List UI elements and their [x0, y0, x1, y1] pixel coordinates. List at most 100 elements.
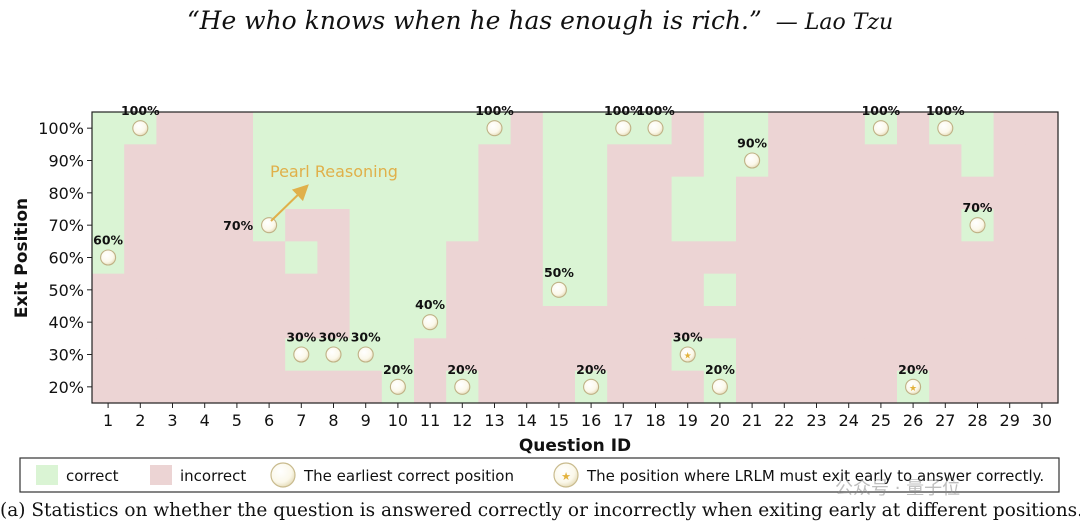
heatmap-cell-q7-20-incorrect: [285, 370, 318, 404]
pearl-marker-q12: [454, 378, 471, 395]
heatmap-cell-q16-50-correct: [575, 273, 608, 307]
heatmap-cell-q19-100-incorrect: [671, 112, 705, 145]
x-tick-label: 20: [710, 411, 730, 430]
heatmap-cell-q26-80-incorrect: [897, 176, 930, 210]
heatmap-cell-q7-50-incorrect: [285, 273, 318, 307]
heatmap-cell-q24-60-incorrect: [832, 241, 866, 275]
x-tick-label: 28: [967, 411, 987, 430]
star-icon-q26: ★: [909, 383, 917, 393]
heatmap-cell-q24-50-incorrect: [832, 273, 866, 307]
x-tick-label: 7: [296, 411, 306, 430]
heatmap-cell-q10-50-correct: [381, 273, 415, 307]
heatmap-cell-q18-30-incorrect: [639, 338, 673, 372]
heatmap-cell-q19-50-incorrect: [671, 273, 705, 307]
heatmap-cell-q30-70-incorrect: [1025, 209, 1059, 242]
x-tick-label: 10: [388, 411, 408, 430]
y-tick-label: 50%: [48, 281, 84, 300]
pearl-label-q25: 100%: [862, 103, 901, 118]
heatmap-cell-q20-30-correct: [703, 338, 737, 372]
heatmap-cell-q17-80-incorrect: [607, 176, 640, 210]
pearl-label-q15: 50%: [544, 265, 574, 280]
heatmap-cell-q30-80-incorrect: [1025, 176, 1059, 210]
legend-swatch-correct: [36, 465, 58, 485]
quote-author: — Lao Tzu: [775, 10, 894, 35]
pearl-marker-q13: [486, 120, 503, 137]
heatmap-cell-q25-40-incorrect: [864, 306, 898, 339]
heatmap-cell-q13-60-incorrect: [478, 241, 512, 275]
pearl-label-q6: 70%: [223, 218, 253, 233]
heatmap-cell-q19-40-incorrect: [671, 306, 705, 339]
legend-label-incorrect: incorrect: [180, 467, 246, 485]
x-tick-label: 27: [935, 411, 955, 430]
heatmap-cell-q1-30-incorrect: [92, 338, 125, 372]
heatmap-cell-q26-30-incorrect: [897, 338, 930, 372]
heatmap-cell-q3-40-incorrect: [156, 306, 190, 339]
heatmap-cell-q24-20-incorrect: [832, 370, 866, 404]
heatmap-cell-q6-50-incorrect: [253, 273, 286, 307]
earliest-correct-markers: 60%100%70%30% 30% 30%20%40%20%100%50%20%10…: [93, 103, 993, 395]
y-tick-label: 70%: [48, 216, 84, 235]
heatmap-cell-q9-100-correct: [349, 112, 383, 145]
heatmap-cell-q12-40-incorrect: [446, 306, 479, 339]
heatmap-cell-q6-90-correct: [253, 144, 286, 178]
pearl-annotation: Pearl Reasoning: [270, 162, 398, 222]
pearl-label-q19: 30%: [673, 330, 703, 345]
heatmap-cell-q26-100-incorrect: [897, 112, 930, 145]
heatmap-cell-q14-50-incorrect: [510, 273, 544, 307]
heatmap-cell-q4-40-incorrect: [188, 306, 222, 339]
x-tick-label: 3: [167, 411, 177, 430]
heatmap-cell-q4-90-incorrect: [188, 144, 222, 178]
heatmap-cell-q5-80-incorrect: [220, 176, 254, 210]
heatmap-cell-q19-70-correct: [671, 209, 705, 242]
pearl-label-q11: 40%: [415, 297, 445, 312]
heatmap-cell-q8-50-incorrect: [317, 273, 351, 307]
heatmap-cell-q12-90-correct: [446, 144, 479, 178]
heatmap-cell-q4-20-incorrect: [188, 370, 222, 404]
heatmap-cell-q10-100-correct: [381, 112, 415, 145]
heatmap-cell-q22-40-incorrect: [768, 306, 801, 339]
heatmap-cell-q2-40-incorrect: [124, 306, 157, 339]
heatmap-cell-q12-30-incorrect: [446, 338, 479, 372]
heatmap-cell-q11-30-incorrect: [414, 338, 447, 372]
heatmap-cell-q1-80-correct: [92, 176, 125, 210]
heatmap-cell-q26-50-incorrect: [897, 273, 930, 307]
heatmap-cell-q5-40-incorrect: [220, 306, 254, 339]
pearl-marker-q6: [261, 217, 278, 234]
heatmap-cell-q21-20-incorrect: [736, 370, 769, 404]
heatmap-cell-q4-30-incorrect: [188, 338, 222, 372]
heatmap-cell-q9-40-correct: [349, 306, 383, 339]
pearl-marker-q25: [872, 120, 889, 137]
heatmap-cell-q7-100-correct: [285, 112, 318, 145]
heatmap-cell-q17-70-incorrect: [607, 209, 640, 242]
legend-label-earliest: The earliest correct position: [303, 467, 514, 485]
axis-ticks: 100%90%80%70%60%50%40%30%20%1 2 3 4 5 6 7 8 9 10 1…: [38, 119, 1052, 430]
pearl-label-q27: 100%: [926, 103, 965, 118]
heatmap-cell-q12-60-incorrect: [446, 241, 479, 275]
heatmap-cell-q14-40-incorrect: [510, 306, 544, 339]
heatmap-cell-q4-50-incorrect: [188, 273, 222, 307]
x-tick-label: 11: [420, 411, 440, 430]
y-tick-label: 100%: [38, 119, 84, 138]
heatmap-cell-q3-60-incorrect: [156, 241, 190, 275]
heatmap-cell-q15-70-correct: [542, 209, 576, 242]
heatmap-cell-q15-100-correct: [542, 112, 576, 145]
x-tick-label: 30: [1032, 411, 1052, 430]
heatmap-cell-q22-60-incorrect: [768, 241, 801, 275]
heatmap-cell-q23-80-incorrect: [800, 176, 834, 210]
heatmap-cell-q18-50-incorrect: [639, 273, 673, 307]
x-tick-label: 12: [452, 411, 472, 430]
heatmap-cell-q3-100-incorrect: [156, 112, 190, 145]
heatmap-cell-q6-20-incorrect: [253, 370, 286, 404]
pearl-marker-q19: [679, 346, 696, 363]
heatmap-cell-q30-60-incorrect: [1025, 241, 1059, 275]
heatmap-cell-q27-70-incorrect: [929, 209, 962, 242]
heatmap-cell-q20-50-correct: [703, 273, 737, 307]
x-tick-label: 25: [871, 411, 891, 430]
heatmap-cell-q19-60-incorrect: [671, 241, 705, 275]
heatmap-cell-q3-20-incorrect: [156, 370, 190, 404]
legend-label-must-exit: The position where LRLM must exit early …: [586, 467, 1044, 485]
x-tick-label: 18: [645, 411, 665, 430]
heatmap-cell-q1-40-incorrect: [92, 306, 125, 339]
y-axis-label: Exit Position: [12, 198, 32, 318]
